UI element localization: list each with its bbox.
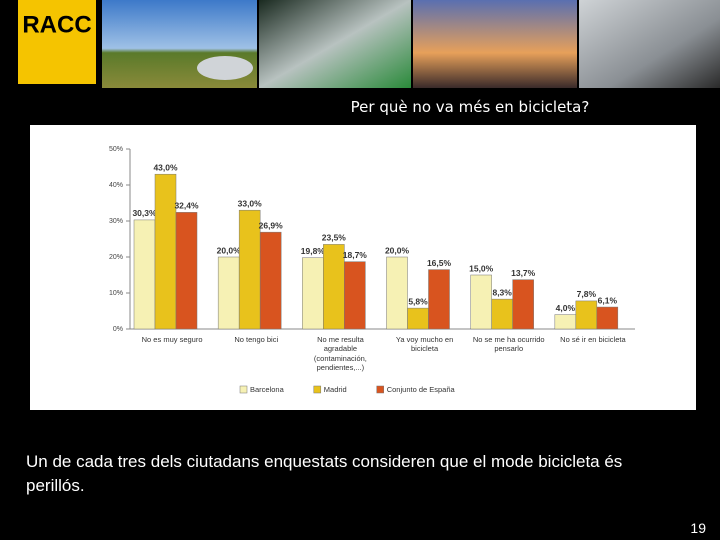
bar xyxy=(217,256,240,330)
y-tick-label: 20% xyxy=(109,254,123,261)
legend-label: Conjunto de España xyxy=(387,385,456,394)
bar xyxy=(386,256,408,330)
bar xyxy=(596,306,619,330)
x-tick-label: No se me ha ocurrido pensarlo xyxy=(472,335,545,354)
value-label: 4,0% xyxy=(556,303,576,313)
photo xyxy=(579,0,720,88)
value-label: 7,8% xyxy=(577,289,597,299)
bar xyxy=(175,212,198,330)
value-label: 32,4% xyxy=(174,201,199,211)
bar xyxy=(428,269,450,330)
value-label: 6,1% xyxy=(598,295,618,305)
value-label: 8,3% xyxy=(492,287,512,297)
photo-detail xyxy=(197,56,253,80)
chart-box: 0% 10% 20% 30% 40% 50% 30,3% 43,0% 32,4% 20,0% 33,… xyxy=(30,125,696,410)
legend-label: Madrid xyxy=(324,385,347,394)
value-label: 20,0% xyxy=(217,245,242,255)
y-tick-label: 0% xyxy=(113,326,123,333)
y-tick-label: 40% xyxy=(109,182,123,189)
value-label: 16,5% xyxy=(427,258,452,268)
caption: Un de cada tres dels ciutadans enquestat… xyxy=(26,452,623,495)
x-tick-label: No sé ir en bicicleta xyxy=(560,335,626,344)
x-tick-label: No tengo bici xyxy=(234,335,279,344)
y-tick-label: 10% xyxy=(109,290,123,297)
bar xyxy=(133,219,156,330)
bar xyxy=(238,209,261,330)
bar xyxy=(154,173,177,330)
value-label: 30,3% xyxy=(132,208,157,218)
value-label: 43,0% xyxy=(153,162,178,172)
legend-swatch xyxy=(313,385,322,394)
x-tick-label: Ya voy mucho en bicicleta xyxy=(395,335,454,354)
logo: RACC xyxy=(22,11,91,38)
photo xyxy=(259,0,411,88)
value-label: 5,8% xyxy=(408,296,428,306)
legend-swatch xyxy=(239,385,248,394)
header: RACC xyxy=(18,0,720,88)
value-label: 18,7% xyxy=(343,250,368,260)
bar xyxy=(323,244,345,330)
y-tick-label: 30% xyxy=(109,218,123,225)
x-tick-label: No me resulta agradable (contaminación, … xyxy=(313,335,367,373)
bar xyxy=(491,298,513,330)
logo-box xyxy=(18,0,96,84)
bar xyxy=(259,231,282,330)
bar xyxy=(344,261,366,330)
bar xyxy=(470,274,492,330)
chart: 0% 10% 20% 30% 40% 50% 30,3% 43,0% 32,4% 20,0% 33,… xyxy=(109,146,635,394)
value-label: 23,5% xyxy=(322,233,347,243)
value-label: 13,7% xyxy=(511,268,536,278)
value-label: 20,0% xyxy=(385,245,410,255)
legend-swatch xyxy=(376,385,384,394)
value-label: 15,0% xyxy=(469,263,494,273)
x-tick-label: No es muy seguro xyxy=(141,335,203,344)
bar xyxy=(554,314,577,330)
slide-title: Per què no va més en bicicleta? xyxy=(350,98,590,116)
value-label: 26,9% xyxy=(259,220,284,230)
bar xyxy=(575,300,598,330)
photo xyxy=(413,0,577,88)
y-tick-label: 50% xyxy=(109,146,123,153)
bar xyxy=(512,279,534,330)
bar xyxy=(302,257,324,330)
bar xyxy=(407,307,429,330)
page-number: 19 xyxy=(690,520,706,536)
legend-label: Barcelona xyxy=(250,385,285,394)
value-label: 33,0% xyxy=(238,198,263,208)
value-label: 19,8% xyxy=(301,246,326,256)
